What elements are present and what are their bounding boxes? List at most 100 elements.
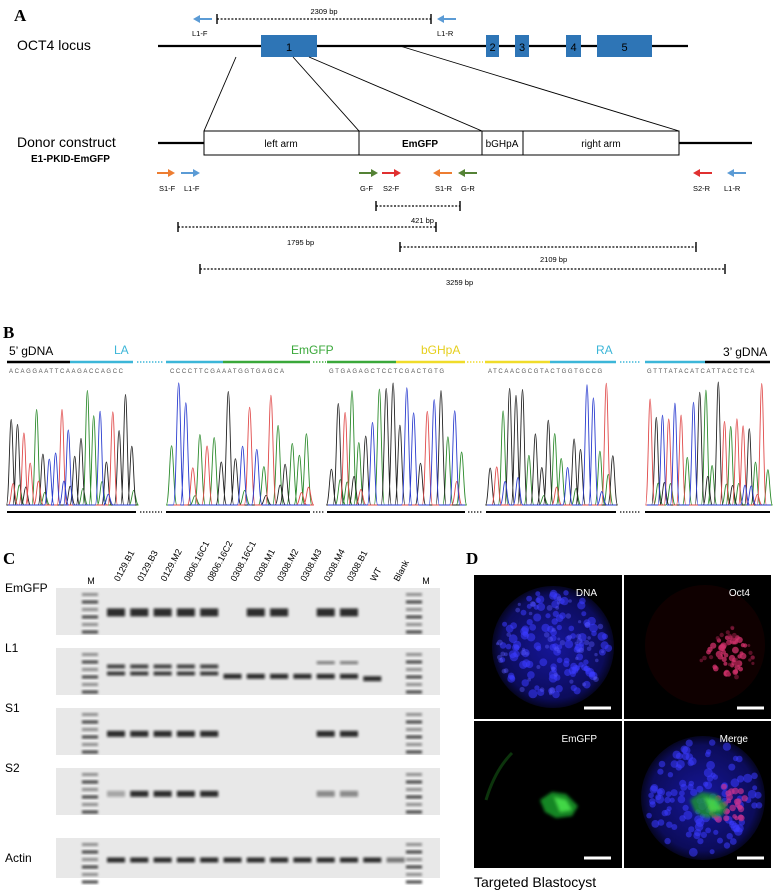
lane-label: 0308.M4 [322, 547, 347, 583]
donor-label: Donor construct [17, 134, 116, 150]
lane-label: 0308.M2 [275, 547, 300, 583]
amplicons: 421 bp 1795 bp 2109 bp 3259 bp [177, 201, 726, 287]
gel-s1 [56, 708, 440, 755]
segment-right-arm [522, 130, 680, 156]
marker-label-right: M [422, 576, 430, 586]
top-primer-right-label: L1-R [437, 29, 454, 38]
channel-label-oct4: Oct4 [729, 588, 751, 599]
merge-nuclei [646, 739, 763, 857]
primer-label-l1-f: L1-F [184, 184, 200, 193]
label-bghpa: bGHpA [421, 343, 460, 357]
label-la: LA [114, 343, 129, 357]
segment-label-left-arm: left arm [264, 139, 297, 150]
panel-d-letter: D [466, 549, 478, 568]
segment-left-arm [203, 130, 360, 156]
row-label-emgfp: EmGFP [5, 581, 48, 595]
segment-label-right-arm: right arm [581, 139, 620, 150]
exon-label-1: 1 [286, 42, 292, 54]
primer-s2-f: S2-F [382, 169, 401, 193]
exon-5 [597, 35, 652, 57]
chromatogram-5 [645, 381, 773, 506]
lane-label: 0129.B1 [112, 549, 137, 583]
exon-label-2: 2 [489, 42, 495, 54]
oct4-nuclei [699, 625, 755, 680]
channel-label-merge: Merge [720, 734, 749, 745]
dna-nuclei [495, 589, 613, 699]
exon-4 [566, 35, 581, 57]
marker-label-left: M [87, 576, 95, 586]
sequence-1: ACAGGAATTCAAGACCAGCC [9, 369, 125, 375]
row-label-s2: S2 [5, 761, 20, 775]
amplicon-3259: 3259 bp [199, 264, 726, 287]
channel-label-dna: DNA [576, 588, 597, 599]
panel-a-letter: A [14, 6, 27, 25]
lane-label: 0308.M3 [298, 547, 323, 583]
lane-label: 0308.M1 [252, 547, 277, 583]
label-emgfp: EmGFP [291, 343, 334, 357]
primer-g-f: G-F [359, 169, 378, 193]
exon-2 [486, 35, 499, 57]
gel-l1 [56, 648, 440, 695]
locus-label: OCT4 locus [17, 37, 91, 53]
lane-label: 0308.B1 [345, 549, 370, 583]
label-ra: RA [596, 343, 613, 357]
gel-emgfp [56, 588, 440, 635]
amplicon-1795: 1795 bp [177, 222, 437, 247]
chromatogram-3 [325, 382, 468, 506]
exon-label-3: 3 [519, 42, 525, 54]
lane-labels: 0129.B10129.B30129.M20806.16C10806.16C20… [112, 539, 411, 583]
primer-label-s1-f: S1-F [159, 184, 176, 193]
exon-label-5: 5 [621, 42, 627, 54]
lane-label: 0129.B3 [135, 549, 160, 583]
sequence-3: GTGAGAGCTCCTCGACTGTG [329, 369, 446, 375]
chromatogram-2 [165, 382, 315, 506]
chromatogram-4 [484, 382, 619, 506]
primer-label-s1-r: S1-R [435, 184, 453, 193]
exon-3 [515, 35, 529, 57]
primer-label-l1-r: L1-R [724, 184, 741, 193]
sequence-4: ATCAACGCGTACTGGTGCCG [488, 369, 604, 375]
primer-l1-f: L1-F [181, 169, 200, 193]
primer-label-s2-r: S2-R [693, 184, 711, 193]
primer-l1-r: L1-R [724, 169, 746, 193]
amplicon-label-421: 421 bp [411, 216, 434, 225]
panel-b-letter: B [3, 323, 14, 342]
image-emgfp: EmGFP [474, 721, 622, 868]
panel-b: B 5’ gDNA LA EmGFP bGHpA RA 3’ gDNA ACAG… [3, 323, 773, 513]
amplicon-label-1795: 1795 bp [287, 238, 314, 247]
row-label-s1: S1 [5, 701, 20, 715]
segment-bghpa [481, 130, 524, 156]
amplicon-2109: 2109 bp [399, 242, 697, 264]
primer-label-s2-f: S2-F [383, 184, 400, 193]
primer-label-g-f: G-F [360, 184, 373, 193]
row-label-actin: Actin [5, 851, 32, 865]
lane-label: Blank [392, 558, 412, 583]
zoom-lines [203, 45, 680, 132]
gel-s2 [56, 768, 440, 815]
sequence-letters: ACAGGAATTCAAGACCAGCC CCCCTTCGAAATGGTGAGC… [9, 369, 756, 375]
donor-primers: S1-F L1-F G-F S2-F S1-R [157, 169, 746, 193]
amplicon-label-2109: 2109 bp [540, 255, 567, 264]
panel-c-letter: C [3, 549, 15, 568]
segment-label-bghpa: bGHpA [486, 139, 519, 150]
panel-c: C M M 0129.B10129.B30129.M20806.16C10806… [3, 539, 440, 884]
lane-label: WT [368, 565, 384, 582]
top-amplicon-label: 2309 bp [310, 7, 337, 16]
sequence-5: GTTTATACATCATTACCTCA [647, 369, 756, 375]
primer-label-g-r: G-R [461, 184, 475, 193]
amplicon-label-3259: 3259 bp [446, 278, 473, 287]
top-amplicon: 2309 bp [216, 7, 432, 24]
primer-g-r: G-R [458, 169, 477, 193]
lane-label: 0129.M2 [159, 547, 184, 583]
panel-a: A 2309 bp L1-F L1-R OCT4 locus [14, 6, 752, 287]
label-5-gdna: 5’ gDNA [9, 344, 53, 358]
top-primer-right: L1-R [437, 15, 456, 38]
donor-sub-label: E1-PKID-EmGFP [31, 154, 110, 165]
chromatogram-1 [5, 389, 139, 506]
exons: 1 2 3 4 5 [261, 35, 652, 57]
image-dna: DNA [474, 575, 622, 719]
primer-s1-r: S1-R [433, 169, 453, 193]
gels [56, 588, 440, 884]
image-merge: Merge [624, 721, 771, 868]
